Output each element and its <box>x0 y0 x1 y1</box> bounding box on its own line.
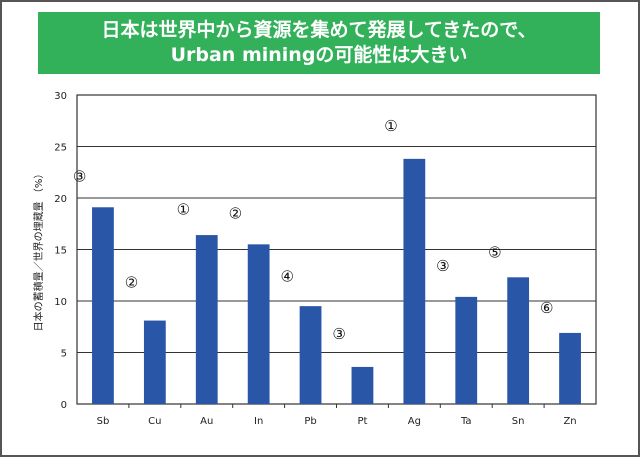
x-tick-label: Cu <box>148 416 161 427</box>
rank-annotation: ② <box>125 273 138 291</box>
rank-annotation: ③ <box>332 325 345 343</box>
rank-annotation: ③ <box>73 167 86 185</box>
rank-annotation: ④ <box>280 267 293 285</box>
y-tick-label: 25 <box>54 143 67 154</box>
x-tick-label: Pt <box>357 416 367 427</box>
title-line-2: Urban miningの可能性は大きい <box>170 44 468 66</box>
bar-ta <box>455 296 478 404</box>
bar-pb <box>299 306 322 404</box>
x-tick-label: Ta <box>460 416 472 427</box>
title-banner: 日本は世界中から資源を集めて発展してきたので、 Urban miningの可能性… <box>38 12 600 74</box>
x-tick-label: In <box>254 416 263 427</box>
bar-zn <box>559 332 581 404</box>
rank-annotation: ③ <box>436 257 449 275</box>
y-tick-label: 20 <box>54 194 67 205</box>
bar-pt <box>351 366 374 404</box>
y-tick-label: 0 <box>61 400 67 411</box>
y-tick-label: 10 <box>54 297 67 308</box>
x-tick-label: Zn <box>563 416 576 427</box>
bar-sn <box>507 277 530 404</box>
x-tick-label: Au <box>200 416 213 427</box>
rank-annotation: ⑤ <box>488 244 501 262</box>
x-tick-label: Sn <box>512 416 525 427</box>
y-tick-label: 15 <box>54 246 67 257</box>
x-tick-label: Ag <box>408 416 421 427</box>
x-tick-label: Sb <box>97 416 110 427</box>
y-tick-label: 30 <box>54 91 67 102</box>
rank-annotation: ① <box>384 117 397 135</box>
rank-annotation: ① <box>177 200 190 218</box>
bar-ag <box>403 158 426 404</box>
rank-annotation: ⑥ <box>540 299 553 317</box>
bar-sb <box>92 207 114 404</box>
title-line-1: 日本は世界中から資源を集めて発展してきたので、 <box>101 19 537 41</box>
y-axis-label: 日本の蓄積量／世界の埋蔵量 （%） <box>32 169 45 332</box>
rank-annotation: ② <box>229 204 242 222</box>
bar-au <box>195 235 218 404</box>
y-tick-label: 5 <box>61 349 67 360</box>
bar-cu <box>143 320 166 404</box>
bar-in <box>247 244 270 404</box>
x-tick-label: Pb <box>304 416 316 427</box>
